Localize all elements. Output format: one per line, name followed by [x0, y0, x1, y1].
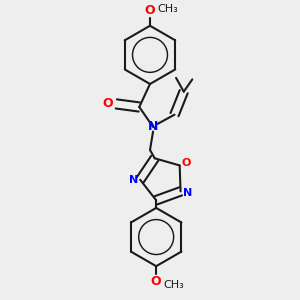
Text: N: N	[129, 175, 138, 185]
Text: N: N	[183, 188, 192, 198]
Text: N: N	[148, 120, 158, 134]
Text: O: O	[181, 158, 190, 168]
Text: CH₃: CH₃	[158, 4, 178, 14]
Text: O: O	[151, 275, 161, 288]
Text: O: O	[145, 4, 155, 17]
Text: CH₃: CH₃	[164, 280, 184, 290]
Text: O: O	[102, 98, 112, 110]
